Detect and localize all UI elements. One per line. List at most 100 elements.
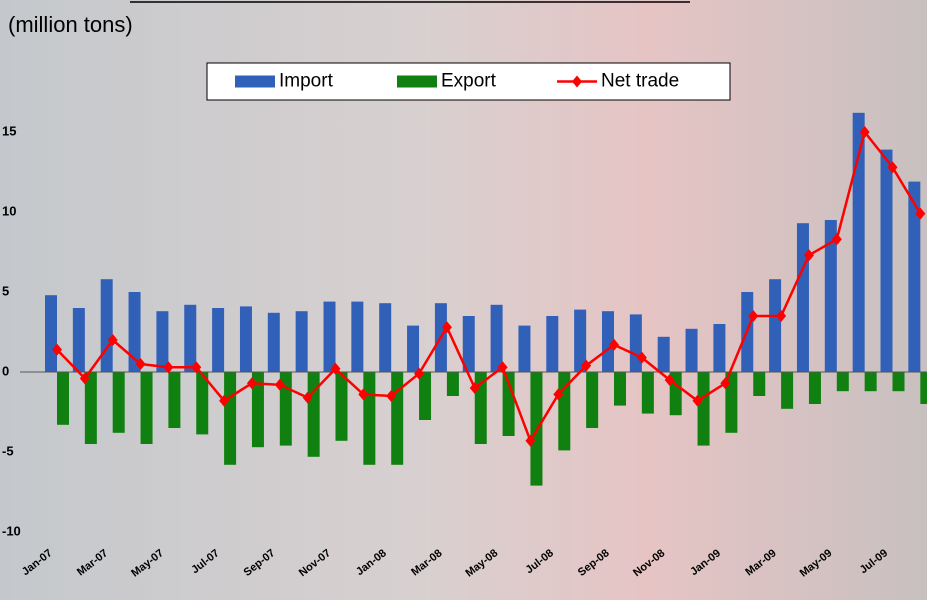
- bar: [490, 304, 503, 372]
- bar: [602, 311, 614, 372]
- bar: [769, 279, 782, 372]
- marker: [441, 321, 452, 334]
- bar: [892, 372, 905, 392]
- y-tick-label: -5: [2, 443, 14, 458]
- legend-label: Net trade: [601, 71, 679, 92]
- y-tick-label: -10: [2, 523, 21, 538]
- marker: [553, 388, 564, 401]
- bar: [57, 372, 69, 425]
- marker: [302, 391, 313, 404]
- bar: [295, 311, 308, 372]
- marker: [79, 372, 90, 385]
- bar: [112, 372, 125, 433]
- bar: [502, 372, 515, 436]
- legend-swatch: [235, 75, 275, 88]
- bar: [323, 301, 336, 372]
- bar: [796, 223, 809, 372]
- bar: [100, 279, 113, 372]
- bar: [251, 372, 264, 448]
- bar: [84, 372, 97, 444]
- bar: [184, 304, 197, 372]
- bar: [836, 372, 849, 392]
- marker: [692, 394, 703, 407]
- bar: [781, 372, 794, 409]
- bar: [641, 372, 654, 414]
- marker: [887, 161, 898, 174]
- marker: [246, 377, 257, 390]
- marker: [135, 358, 146, 370]
- legend-swatch: [397, 75, 437, 88]
- bar: [140, 372, 153, 444]
- bar: [267, 312, 280, 372]
- bar: [351, 301, 364, 372]
- marker: [330, 362, 341, 375]
- legend-label: Export: [441, 71, 497, 92]
- marker: [748, 310, 759, 322]
- y-axis-label: (million tons): [8, 12, 133, 37]
- bar: [45, 295, 57, 372]
- marker: [859, 126, 870, 138]
- bar: [335, 372, 348, 441]
- marker: [664, 374, 675, 386]
- marker: [414, 367, 425, 380]
- legend-label: Import: [279, 71, 334, 92]
- bar: [239, 306, 252, 372]
- bar: [224, 372, 237, 465]
- bar: [697, 372, 710, 446]
- bar: [363, 372, 376, 465]
- marker: [163, 361, 174, 374]
- y-tick-label: 15: [2, 123, 16, 138]
- bar: [446, 372, 459, 396]
- marker: [915, 207, 926, 220]
- marker: [831, 233, 842, 246]
- bar: [279, 372, 292, 446]
- bar: [586, 372, 599, 428]
- marker: [107, 334, 118, 346]
- marker: [497, 361, 508, 374]
- marker: [469, 382, 480, 394]
- bar: [168, 372, 181, 428]
- marker: [386, 390, 397, 402]
- bar: [156, 311, 169, 372]
- bar: [379, 303, 392, 372]
- bar: [852, 112, 865, 373]
- marker: [720, 377, 731, 390]
- y-tick-label: 10: [2, 203, 16, 218]
- bar: [713, 324, 726, 372]
- bar: [657, 336, 670, 372]
- bar: [196, 372, 209, 435]
- bar: [391, 372, 404, 465]
- marker: [219, 394, 230, 407]
- bar: [128, 292, 141, 372]
- marker: [636, 351, 647, 364]
- bar: [518, 325, 531, 372]
- bar: [725, 372, 738, 433]
- bar: [419, 372, 432, 420]
- legend-box: [206, 62, 731, 101]
- bar: [808, 372, 821, 404]
- bar: [212, 308, 225, 372]
- marker: [358, 388, 369, 401]
- marker: [52, 343, 62, 356]
- bar: [307, 372, 320, 457]
- bar: [407, 325, 420, 372]
- y-tick-label: 5: [2, 283, 9, 298]
- legend-marker: [572, 75, 582, 88]
- bar: [824, 220, 837, 372]
- marker: [191, 361, 202, 374]
- marker: [581, 359, 592, 372]
- marker: [803, 249, 814, 262]
- marker: [525, 434, 536, 447]
- bar: [462, 316, 475, 372]
- marker: [609, 338, 619, 351]
- bar: [880, 149, 893, 372]
- bar: [614, 372, 626, 406]
- y-tick-label: 0: [2, 363, 9, 378]
- bar: [864, 372, 877, 392]
- marker: [776, 310, 787, 322]
- bar: [908, 181, 921, 372]
- marker: [274, 378, 285, 391]
- bar: [574, 309, 587, 372]
- bar: [72, 308, 85, 372]
- bar: [685, 328, 698, 372]
